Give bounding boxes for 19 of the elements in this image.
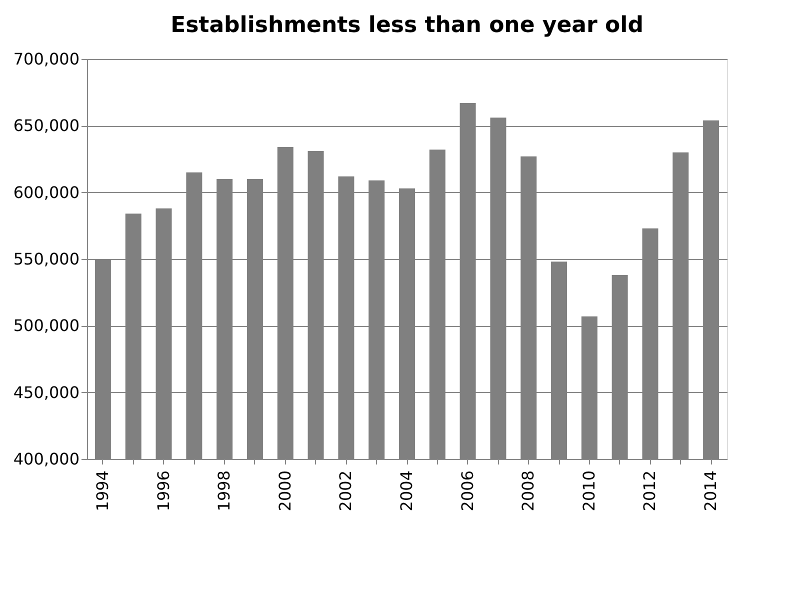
x-tick-label: 2014 [701, 470, 720, 512]
y-tick-label: 500,000 [13, 316, 80, 336]
y-tick-label: 550,000 [13, 250, 80, 268]
x-tick-label: 2008 [518, 470, 538, 512]
y-tick-label: 700,000 [13, 50, 80, 68]
x-tick-label: 2002 [336, 470, 356, 512]
chart-title: Establishments less than one year old [170, 13, 644, 38]
x-tick-label: 2012 [640, 470, 660, 512]
x-tick-label: 1998 [214, 470, 234, 512]
x-tick-label: 2004 [397, 470, 416, 512]
y-tick-label: 650,000 [13, 116, 80, 136]
y-tick-label: 600,000 [13, 182, 80, 202]
x-tick-label: 1994 [92, 470, 112, 512]
x-tick-label: 2010 [579, 470, 598, 512]
x-tick-label: 2000 [275, 470, 294, 512]
y-tick-label: 450,000 [13, 382, 80, 402]
y-tick-label: 400,000 [13, 450, 80, 468]
x-tick-label: 1996 [154, 470, 173, 512]
x-tick-label: 2006 [458, 470, 477, 512]
